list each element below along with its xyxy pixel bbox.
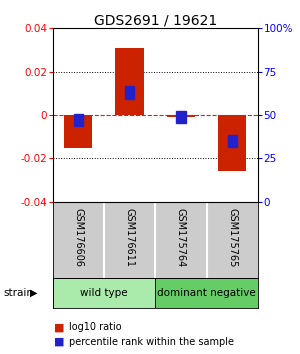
Bar — [116, 48, 144, 115]
Text: percentile rank within the sample: percentile rank within the sample — [69, 337, 234, 347]
Text: wild type: wild type — [80, 288, 128, 298]
Text: ■: ■ — [54, 322, 64, 332]
Bar — [64, 115, 92, 148]
Bar — [74, 114, 83, 126]
Text: log10 ratio: log10 ratio — [69, 322, 122, 332]
Text: strain: strain — [3, 288, 33, 298]
Text: ▶: ▶ — [30, 288, 38, 298]
Bar — [167, 115, 195, 117]
Bar — [176, 111, 186, 123]
Text: dominant negative: dominant negative — [157, 288, 256, 298]
Bar — [155, 278, 258, 308]
Title: GDS2691 / 19621: GDS2691 / 19621 — [94, 13, 217, 27]
Bar — [52, 278, 155, 308]
Text: ■: ■ — [54, 337, 64, 347]
Bar — [125, 86, 134, 98]
Bar — [218, 115, 246, 171]
Text: GSM176606: GSM176606 — [73, 208, 83, 267]
Bar — [228, 135, 237, 147]
Text: GSM175765: GSM175765 — [227, 208, 237, 267]
Text: GSM175764: GSM175764 — [176, 208, 186, 267]
Text: GSM176611: GSM176611 — [124, 208, 135, 267]
